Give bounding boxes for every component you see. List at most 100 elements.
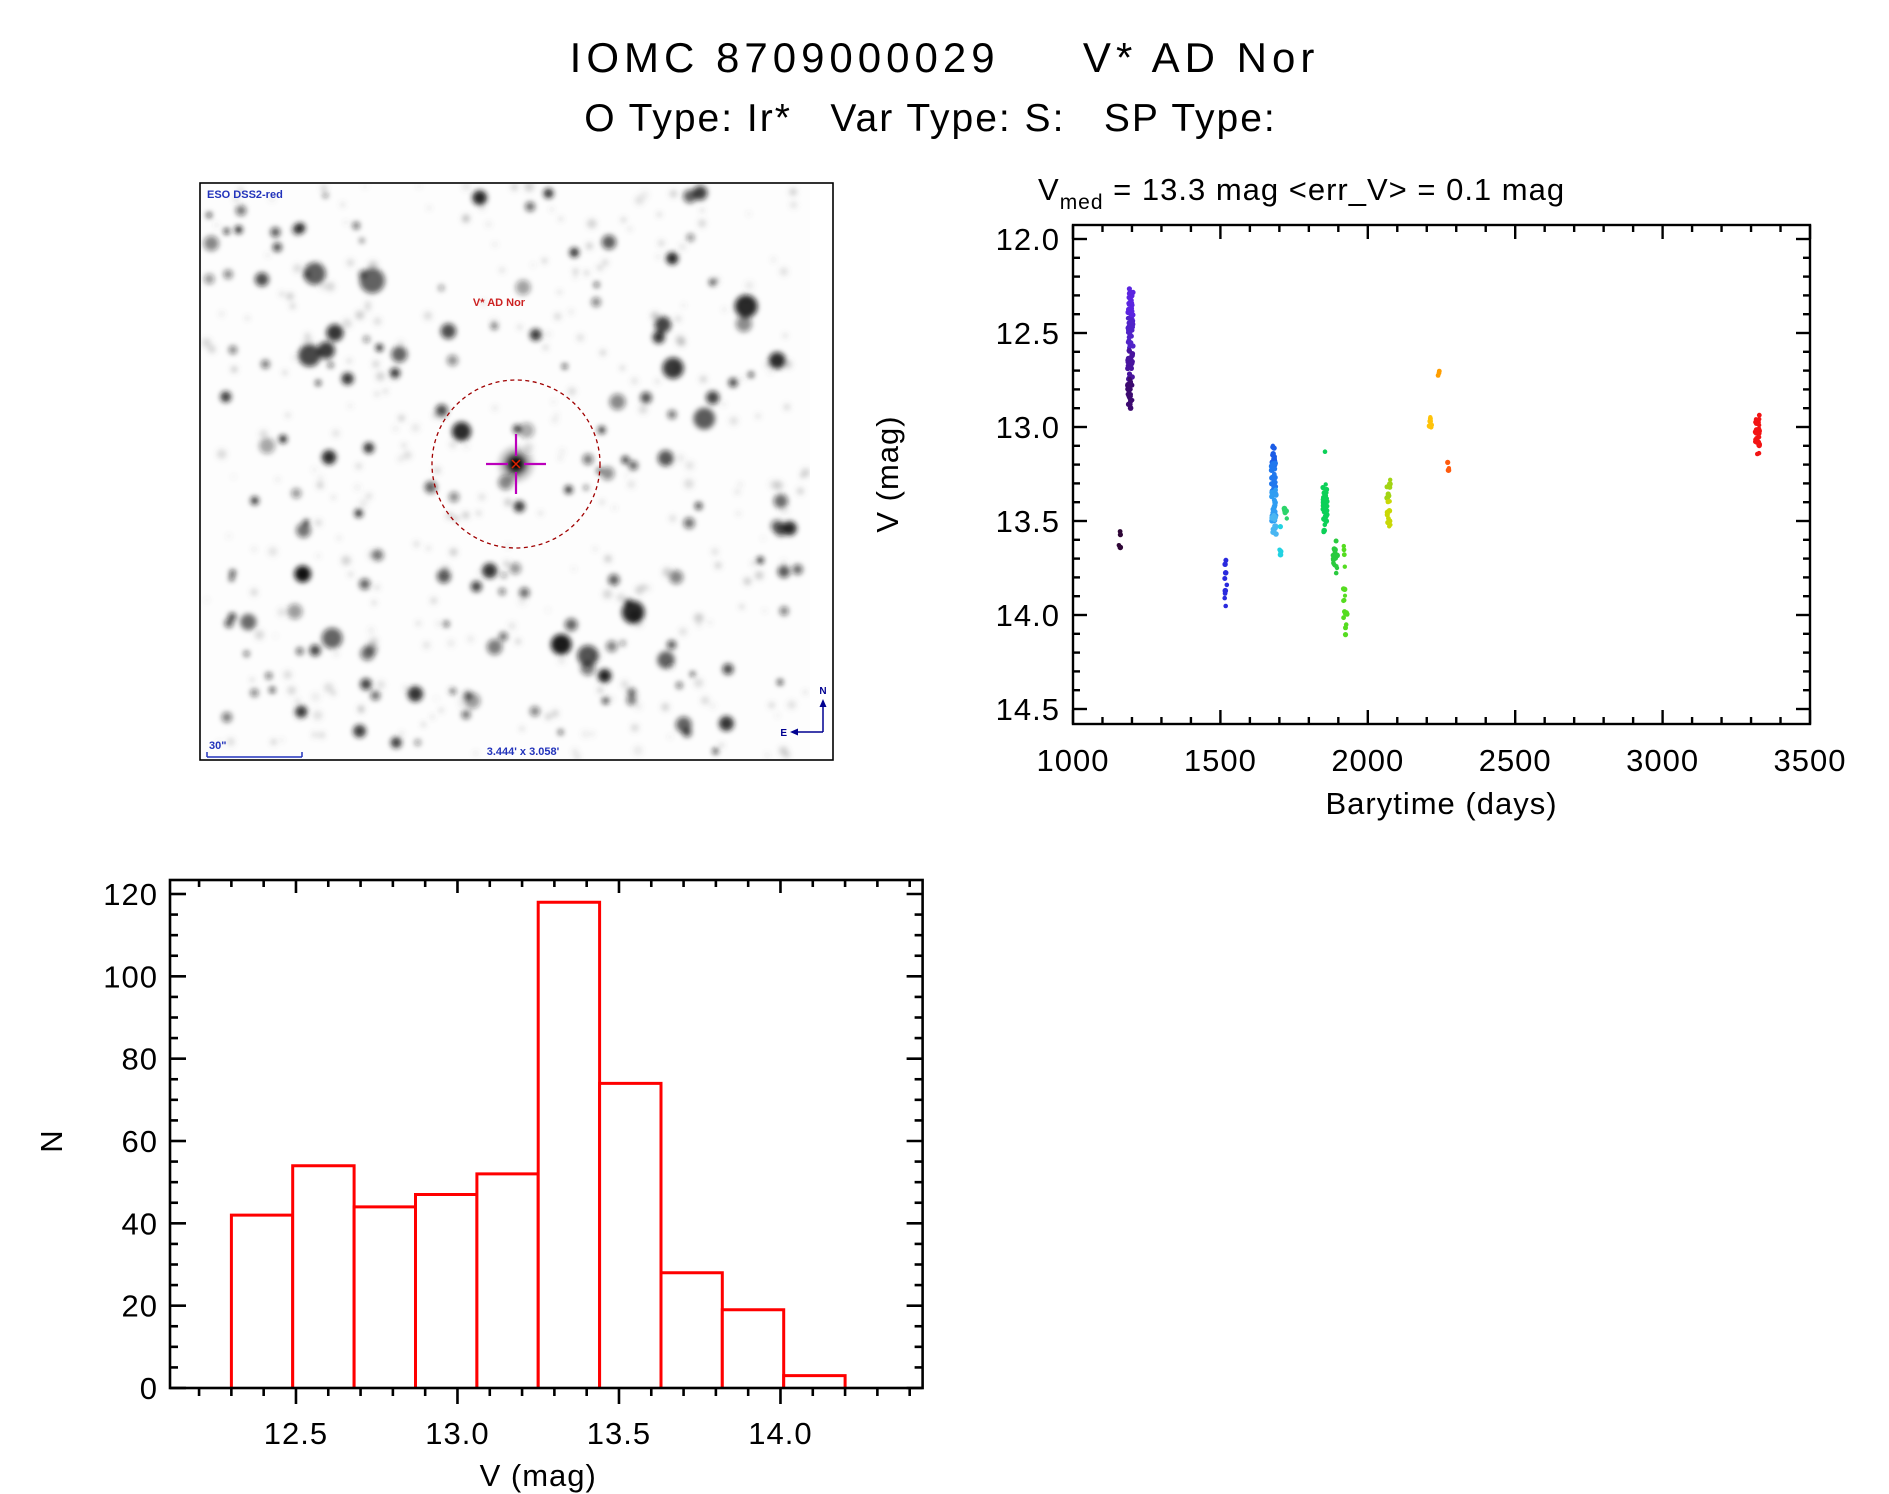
scatter-point: [1273, 500, 1278, 506]
bright-star-blob: [294, 565, 311, 583]
grain-blob: [585, 242, 594, 250]
grain-blob: [303, 336, 313, 347]
grain-blob: [746, 211, 751, 216]
scatter-point: [1342, 564, 1347, 569]
grain-blob: [586, 218, 597, 229]
star-blob: [372, 549, 384, 561]
grain-blob: [683, 478, 694, 489]
star-blob: [463, 691, 473, 701]
grain-blob: [634, 693, 639, 698]
scatter-point: [1223, 603, 1228, 609]
scatter-point: [1271, 466, 1278, 472]
grain-blob: [231, 474, 236, 479]
grain-blob: [782, 751, 791, 759]
scatter-point: [1130, 398, 1135, 403]
grain-blob: [674, 315, 682, 323]
scatter-point: [1332, 555, 1337, 560]
star-blob: [359, 578, 371, 590]
grain-blob: [630, 377, 639, 385]
star-blob: [608, 574, 620, 586]
grain-blob: [279, 291, 285, 297]
grain-blob: [312, 710, 323, 721]
grain-blob: [519, 726, 525, 732]
grain-blob: [411, 423, 420, 432]
grain-blob: [685, 461, 695, 470]
grain-blob: [589, 731, 596, 737]
star-blob: [435, 404, 448, 417]
star-blob: [471, 581, 482, 592]
grain-blob: [341, 555, 351, 566]
scatter-point: [1271, 461, 1277, 467]
grain-blob: [344, 220, 348, 225]
grain-blob: [331, 429, 340, 438]
star-blob: [596, 467, 603, 474]
grain-blob: [634, 702, 643, 711]
grain-blob: [449, 548, 458, 557]
grain-blob: [612, 506, 617, 510]
grain-blob: [517, 324, 523, 330]
grain-blob: [427, 206, 431, 210]
scatter-point: [1428, 415, 1433, 420]
page-title: IOMC 8709000029 V* AD Nor: [569, 34, 1320, 81]
grain-blob: [678, 627, 688, 636]
star-blob: [389, 367, 401, 379]
bright-star-blob: [303, 262, 326, 285]
scatter-point: [1126, 290, 1133, 297]
star-blob: [437, 569, 451, 584]
grain-blob: [584, 270, 590, 276]
scatter-point: [1386, 516, 1391, 521]
grain-blob: [216, 740, 222, 746]
grain-blob: [434, 697, 438, 701]
grain-blob: [368, 260, 378, 271]
scatter-point: [1756, 434, 1762, 440]
grain-blob: [775, 713, 780, 718]
grain-blob: [397, 339, 405, 347]
grain-blob: [316, 554, 320, 558]
scatter-point: [1320, 485, 1326, 491]
star-blob: [360, 678, 372, 690]
star-blob: [303, 519, 310, 526]
star-blob: [321, 450, 337, 465]
grain-blob: [750, 560, 757, 566]
hist-bar: [720, 1308, 786, 1388]
star-blob: [774, 522, 788, 537]
grain-blob: [337, 536, 341, 540]
grain-blob: [661, 702, 670, 712]
grain-blob: [292, 263, 302, 273]
grain-blob: [403, 450, 412, 460]
grain-blob: [316, 481, 324, 489]
scatter-point: [1224, 582, 1230, 588]
star-blob: [269, 687, 276, 693]
scatter-point: [1277, 524, 1283, 530]
grain-blob: [447, 639, 455, 647]
scatter-point: [1387, 499, 1392, 504]
scatter-point: [1126, 324, 1132, 330]
grain-blob: [436, 621, 441, 626]
scatter-point: [1125, 315, 1131, 321]
scatter-point: [1341, 552, 1347, 558]
scatter-point: [1127, 348, 1132, 354]
grain-blob: [250, 588, 258, 597]
bright-star-blob: [451, 421, 472, 442]
grain-blob: [568, 308, 575, 315]
star-blob: [250, 688, 259, 697]
starfield-image: ESO DSS2-red V* AD Nor 30" 3.444' x 3.058' N…: [199, 182, 834, 761]
scatter-point: [1323, 482, 1328, 487]
grain-blob: [259, 429, 268, 439]
grain-blob: [331, 690, 336, 696]
star-blob: [513, 500, 525, 513]
hist-bar: [475, 1172, 540, 1388]
x-axis-tick-label: 1000: [1037, 743, 1110, 778]
grain-blob: [376, 680, 386, 689]
star-blob: [543, 188, 554, 199]
star-blob: [500, 572, 507, 579]
scatter-point: [1343, 625, 1348, 631]
star-blob: [309, 644, 321, 656]
grain-blob: [476, 510, 482, 516]
grain-blob: [620, 680, 629, 689]
grain-blob: [491, 404, 498, 412]
scatter-point: [1222, 570, 1229, 576]
star-blob: [363, 335, 370, 343]
grain-blob: [789, 188, 797, 196]
